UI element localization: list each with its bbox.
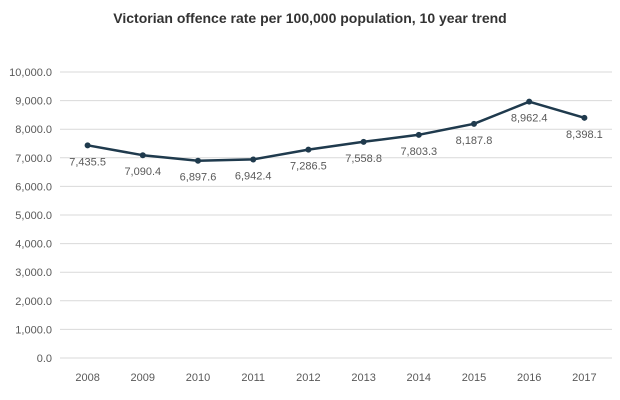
x-tick-label: 2013	[351, 372, 375, 384]
data-label: 8,962.4	[511, 113, 548, 125]
x-tick-label: 2015	[462, 372, 486, 384]
data-label: 6,897.6	[180, 172, 217, 184]
y-tick-label: 10,000.0	[9, 67, 52, 79]
y-tick-label: 3,000.0	[15, 267, 52, 279]
data-label: 8,398.1	[566, 129, 603, 141]
data-point	[139, 152, 146, 159]
x-tick-label: 2017	[572, 372, 596, 384]
y-tick-label: 0.0	[37, 353, 52, 365]
y-tick-label: 7,000.0	[15, 153, 52, 165]
data-label: 7,090.4	[124, 166, 161, 178]
x-tick-label: 2011	[241, 372, 265, 384]
x-tick-label: 2010	[186, 372, 210, 384]
x-tick-label: 2016	[517, 372, 541, 384]
data-point	[415, 131, 422, 138]
y-tick-label: 1,000.0	[15, 324, 52, 336]
data-label: 7,803.3	[400, 146, 437, 158]
y-tick-label: 6,000.0	[15, 181, 52, 193]
data-label: 6,942.4	[235, 170, 272, 182]
data-point	[526, 98, 533, 105]
data-label: 7,558.8	[345, 153, 382, 165]
y-tick-label: 2,000.0	[15, 296, 52, 308]
data-point	[360, 138, 367, 145]
data-label: 8,187.8	[456, 135, 493, 147]
data-point	[471, 120, 477, 127]
data-point	[84, 142, 91, 149]
chart-title: Victorian offence rate per 100,000 popul…	[113, 10, 507, 26]
x-tick-label: 2014	[407, 372, 431, 384]
y-tick-label: 8,000.0	[15, 124, 52, 136]
data-label: 7,286.5	[290, 161, 327, 173]
y-tick-label: 4,000.0	[15, 239, 52, 251]
y-tick-label: 9,000.0	[15, 96, 52, 108]
x-tick-label: 2008	[75, 372, 99, 384]
data-point	[195, 157, 201, 164]
x-tick-label: 2009	[131, 372, 155, 384]
data-point	[305, 146, 312, 153]
data-point	[250, 156, 257, 163]
data-label: 7,435.5	[69, 156, 106, 168]
y-tick-label: 5,000.0	[15, 210, 52, 222]
series-line	[87, 100, 585, 162]
x-tick-label: 2012	[296, 372, 320, 384]
data-point	[581, 114, 588, 121]
